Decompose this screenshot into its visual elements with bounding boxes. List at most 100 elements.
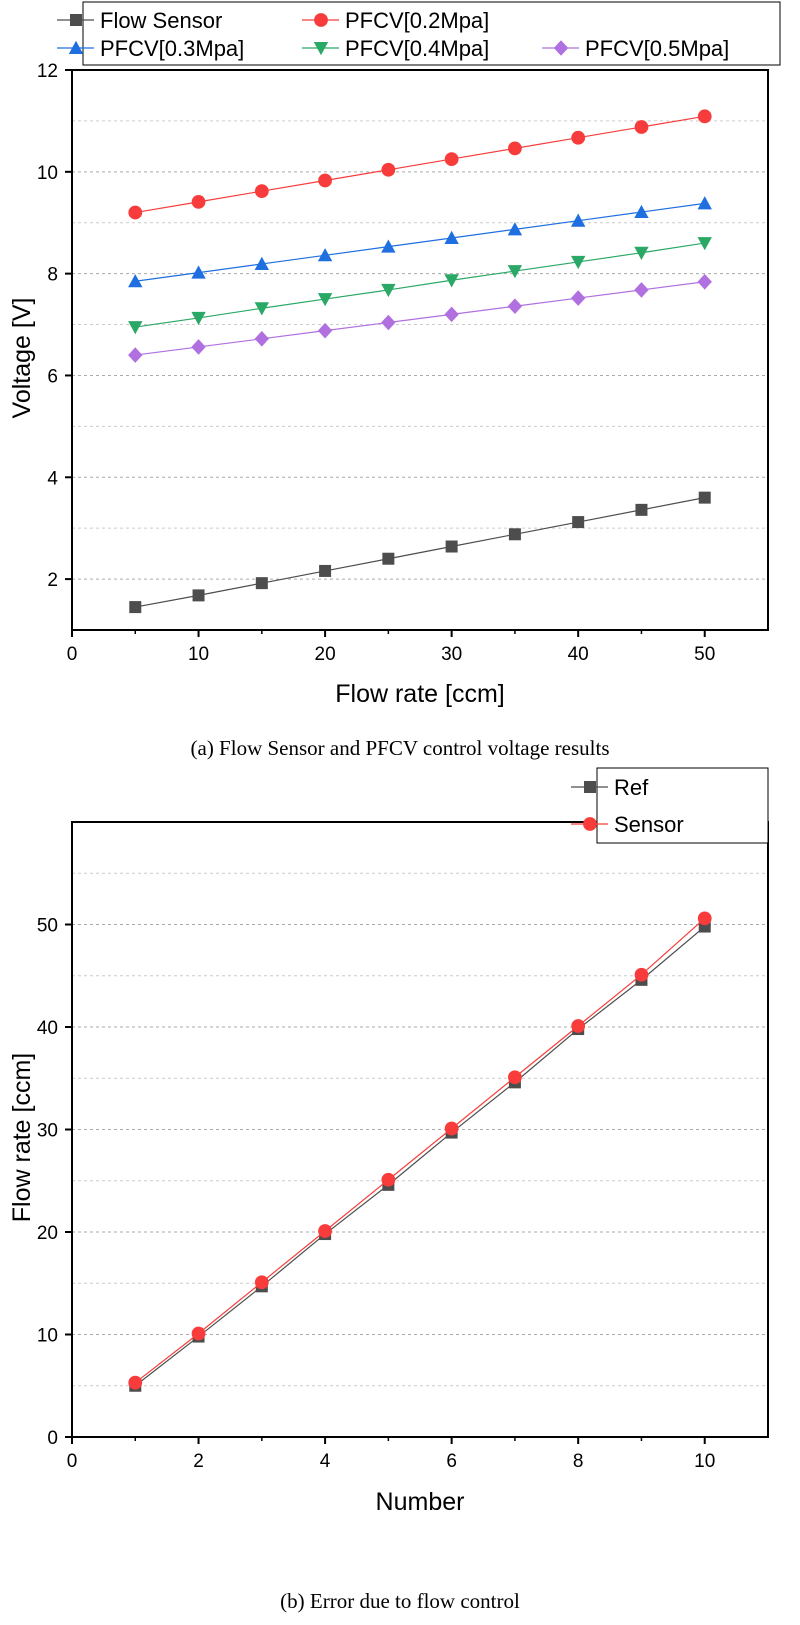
series-line (135, 281, 705, 356)
x-tick-label: 30 (441, 644, 462, 665)
y-tick-label: 40 (37, 1018, 58, 1039)
data-point (381, 1172, 396, 1187)
data-point (444, 152, 459, 166)
legend-item: Ref (571, 775, 649, 800)
series-pfcv-0-4mpa- (128, 237, 712, 335)
data-point (634, 967, 649, 982)
data-point (507, 298, 523, 315)
data-point (508, 1070, 522, 1085)
plot-frame (71, 69, 769, 631)
legend-marker (313, 42, 329, 56)
data-point (508, 141, 522, 156)
y-tick-label: 30 (37, 1121, 58, 1142)
data-point (128, 321, 143, 335)
x-tick-label: 10 (188, 644, 209, 665)
data-point (698, 491, 711, 504)
legend-label: Ref (614, 775, 649, 800)
legend-item: PFCV[0.2Mpa] (302, 8, 489, 33)
y-axis-title: Flow rate [ccm] (8, 1053, 36, 1222)
data-point (381, 314, 396, 331)
data-point (570, 255, 586, 270)
chart-b: 0 2 4 6 8 10 0 10 20 30 40 50 Number Flow rate [ccm] (… (8, 821, 769, 1613)
data-point (191, 265, 206, 279)
data-point (634, 120, 649, 134)
series-line (134, 917, 706, 1384)
data-point (254, 256, 270, 270)
data-point (571, 130, 586, 145)
legend: Ref Sensor (571, 767, 769, 844)
data-point (317, 322, 333, 339)
x-axis-title: Flow rate [ccm] (335, 680, 504, 708)
y-tick-label: 20 (37, 1223, 58, 1244)
series-line (135, 115, 705, 214)
data-point (381, 162, 396, 177)
data-point (128, 274, 143, 288)
y-tick-label: 0 (47, 1428, 58, 1449)
y-axis-title: Voltage [V] (8, 298, 36, 419)
data-point (697, 109, 712, 124)
data-point (191, 194, 206, 209)
x-tick-label: 4 (320, 1451, 331, 1472)
legend-label: Sensor (614, 812, 684, 837)
series-pfcv-0-3mpa- (128, 196, 712, 288)
data-point (507, 222, 523, 236)
data-point (191, 1326, 206, 1341)
data-point (129, 601, 142, 614)
data-point (318, 173, 332, 188)
y-tick-label: 8 (47, 265, 58, 286)
x-tick-label: 20 (315, 644, 336, 665)
legend-item: Flow Sensor (57, 8, 222, 33)
legend-label: PFCV[0.5Mpa] (585, 36, 729, 61)
data-point (570, 213, 586, 227)
legend-label: PFCV[0.2Mpa] (345, 8, 489, 33)
series-ref (129, 920, 711, 1392)
data-point (635, 503, 648, 516)
legend-marker (314, 13, 328, 27)
series-pfcv-0-5mpa- (128, 273, 712, 363)
chart-a: 0 10 20 30 40 50 2 4 6 8 10 12 Flow rate [ccm] Voltag… (8, 61, 769, 760)
data-point (444, 230, 459, 244)
series-line (135, 202, 705, 282)
data-point (634, 246, 649, 260)
data-point (571, 1019, 586, 1033)
legend-box (82, 1, 781, 66)
x-tick-label: 50 (694, 644, 715, 665)
series-pfcv-0-2mpa- (128, 109, 712, 220)
legend-item: PFCV[0.4Mpa] (302, 36, 489, 61)
series-line (135, 497, 705, 608)
legend-marker (553, 40, 569, 56)
data-point (570, 290, 586, 306)
legend-item: PFCV[0.3Mpa] (57, 36, 244, 61)
data-point (128, 1375, 143, 1390)
data-point (318, 1224, 332, 1238)
y-tick-label: 4 (47, 468, 58, 489)
legend-marker (68, 40, 84, 54)
legend-item: Sensor (571, 812, 684, 837)
data-point (317, 293, 333, 307)
data-point (128, 347, 143, 363)
x-tick-label: 8 (573, 1451, 584, 1472)
y-tick-label: 10 (37, 163, 58, 184)
y-tick-label: 12 (37, 61, 58, 82)
caption: (b) Error due to flow control (280, 1589, 520, 1613)
data-point (254, 184, 269, 199)
data-point (697, 237, 712, 251)
data-point (191, 311, 206, 326)
data-point (697, 196, 712, 210)
x-tick-label: 0 (67, 644, 78, 665)
data-point (317, 248, 333, 262)
legend-label: PFCV[0.3Mpa] (100, 36, 244, 61)
y-tick-label: 2 (47, 570, 58, 591)
data-point (634, 204, 649, 219)
x-tick-label: 0 (67, 1451, 78, 1472)
y-tick-label: 10 (37, 1326, 58, 1347)
data-point (191, 339, 206, 355)
data-point (254, 1275, 269, 1290)
legend-item: PFCV[0.5Mpa] (542, 36, 729, 61)
data-point (444, 306, 459, 323)
data-point (697, 911, 712, 926)
data-point (444, 1121, 459, 1136)
y-tick-label: 50 (37, 916, 58, 937)
data-point (508, 528, 521, 541)
